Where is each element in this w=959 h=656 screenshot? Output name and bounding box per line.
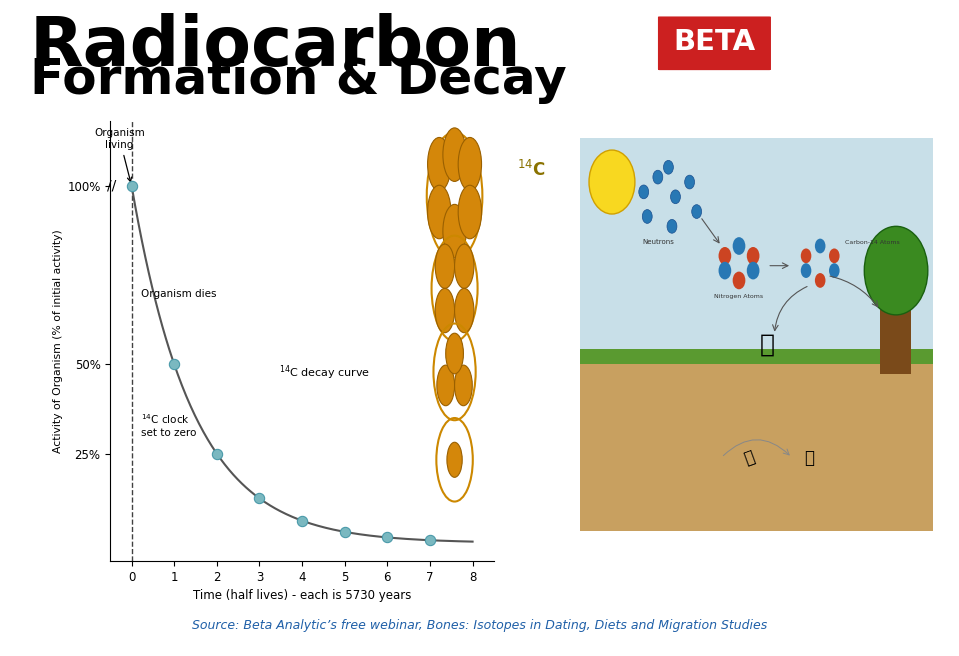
Point: [124, 180, 139, 191]
Circle shape: [864, 226, 927, 315]
X-axis label: Time (half lives) - each is 5730 years: Time (half lives) - each is 5730 years: [193, 589, 411, 602]
Circle shape: [643, 210, 652, 223]
Circle shape: [685, 175, 694, 189]
Circle shape: [589, 150, 635, 214]
Polygon shape: [580, 359, 933, 531]
Point: [337, 527, 352, 537]
Point: [294, 516, 310, 526]
Text: //: //: [106, 178, 116, 193]
Circle shape: [435, 244, 455, 289]
Point: [422, 535, 437, 546]
Text: 🐴: 🐴: [760, 333, 775, 357]
Circle shape: [718, 262, 732, 279]
Circle shape: [747, 247, 760, 264]
Circle shape: [639, 185, 648, 199]
Circle shape: [443, 205, 466, 258]
Circle shape: [829, 249, 839, 263]
Text: Carbon-14 Atoms: Carbon-14 Atoms: [845, 239, 900, 245]
Circle shape: [447, 442, 462, 478]
Circle shape: [455, 289, 474, 333]
Text: 🦴: 🦴: [742, 447, 758, 468]
Text: Radiocarbon: Radiocarbon: [30, 13, 522, 80]
Text: Organism
living: Organism living: [94, 129, 145, 182]
Text: Organism dies: Organism dies: [141, 289, 217, 299]
Point: [209, 449, 224, 459]
Circle shape: [428, 185, 451, 239]
Circle shape: [443, 128, 466, 182]
Text: Source: Beta Analytic’s free webinar, Bones: Isotopes in Dating, Diets and Migra: Source: Beta Analytic’s free webinar, Bo…: [192, 619, 767, 632]
Text: $^{14}$C clock
set to zero: $^{14}$C clock set to zero: [141, 412, 197, 438]
Text: Neutrons: Neutrons: [642, 239, 674, 245]
Circle shape: [458, 138, 481, 191]
FancyBboxPatch shape: [656, 14, 773, 72]
Circle shape: [428, 138, 451, 191]
Text: $^{14}$C decay curve: $^{14}$C decay curve: [279, 363, 370, 382]
Circle shape: [718, 247, 732, 264]
Circle shape: [691, 205, 702, 218]
Text: Formation & Decay: Formation & Decay: [30, 56, 567, 104]
Circle shape: [664, 160, 673, 174]
Text: 🪵: 🪵: [805, 449, 814, 466]
Circle shape: [733, 237, 745, 255]
Point: [252, 493, 268, 504]
Circle shape: [801, 249, 811, 263]
Circle shape: [455, 365, 472, 405]
Circle shape: [653, 171, 663, 184]
Text: BETA: BETA: [673, 28, 756, 56]
Circle shape: [435, 289, 455, 333]
Circle shape: [801, 263, 811, 278]
Circle shape: [815, 239, 826, 253]
Polygon shape: [580, 349, 933, 364]
Circle shape: [815, 273, 826, 288]
Point: [167, 359, 182, 369]
Circle shape: [670, 190, 681, 203]
Text: Nitrogen Atoms: Nitrogen Atoms: [714, 294, 763, 298]
Circle shape: [829, 263, 839, 278]
Circle shape: [733, 272, 745, 289]
Y-axis label: Activity of Organism (% of initial activity): Activity of Organism (% of initial activ…: [53, 229, 63, 453]
Circle shape: [667, 219, 677, 233]
Circle shape: [455, 244, 474, 289]
Circle shape: [747, 262, 760, 279]
Circle shape: [458, 185, 481, 239]
Polygon shape: [580, 138, 933, 359]
FancyBboxPatch shape: [880, 295, 911, 374]
Text: $^{14}$C: $^{14}$C: [517, 159, 546, 180]
Point: [380, 532, 395, 543]
Circle shape: [437, 365, 455, 405]
Circle shape: [446, 333, 463, 374]
